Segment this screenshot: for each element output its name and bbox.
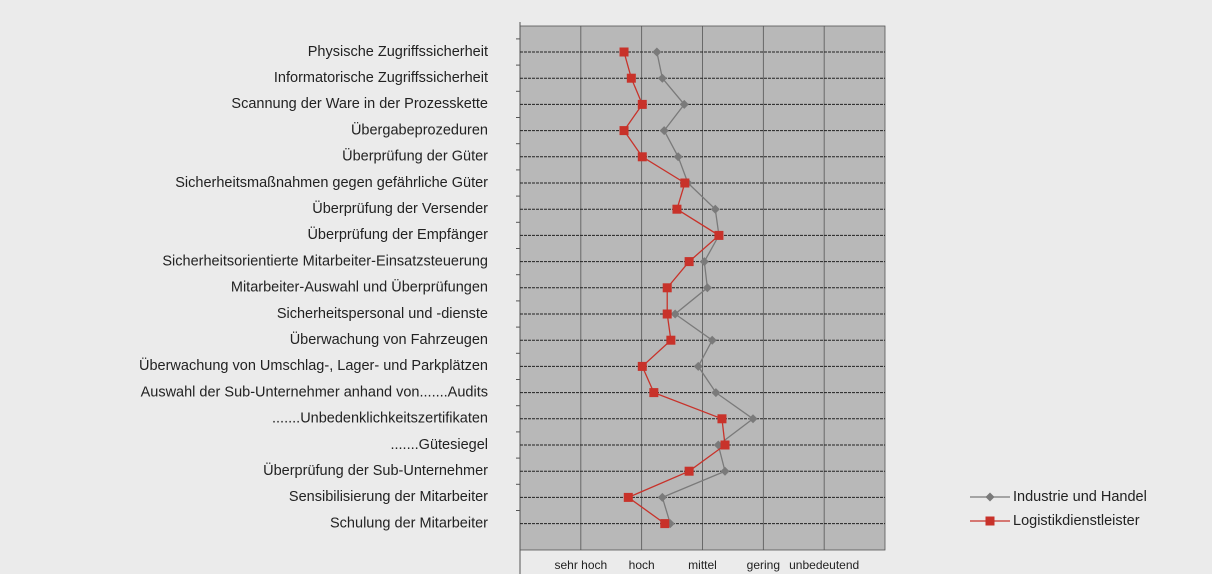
marker <box>702 283 712 293</box>
marker <box>680 178 690 188</box>
y-tick-label: Informatorische Zugriffssicherheit <box>274 70 488 86</box>
x-tick-label: mittel <box>688 558 717 572</box>
y-tick-label: Überprüfung der Güter <box>342 147 488 165</box>
legend-marker <box>985 516 995 526</box>
y-tick-label: Sicherheitsmaßnahmen gegen gefährliche G… <box>175 175 488 191</box>
marker <box>657 73 667 83</box>
marker <box>626 73 636 83</box>
marker <box>637 152 647 162</box>
x-tick-label: hoch <box>629 558 655 572</box>
marker <box>637 99 647 109</box>
marker <box>684 466 694 476</box>
marker <box>684 257 694 267</box>
marker <box>699 257 709 267</box>
marker <box>649 388 659 398</box>
marker <box>717 414 727 424</box>
marker <box>619 126 629 136</box>
y-tick-label: Sicherheitspersonal und -dienste <box>277 306 488 322</box>
x-tick-label: unbedeutend <box>789 558 859 572</box>
legend-label: Industrie und Handel <box>1013 489 1147 505</box>
y-tick-label: Überprüfung der Versender <box>312 199 488 217</box>
y-tick-label: Mitarbeiter-Auswahl und Überprüfungen <box>231 278 488 296</box>
marker <box>660 519 670 529</box>
marker <box>720 466 730 476</box>
y-tick-label: Sensibilisierung der Mitarbeiter <box>289 489 488 505</box>
marker <box>623 492 633 502</box>
y-tick-label: Physische Zugriffssicherheit <box>308 44 488 60</box>
y-tick-label: Sicherheitsorientierte Mitarbeiter-Einsa… <box>162 253 488 269</box>
marker <box>711 388 721 398</box>
marker <box>670 309 680 319</box>
y-tick-label: Scannung der Ware in der Prozesskette <box>231 96 488 112</box>
y-tick-label: Überprüfung der Empfänger <box>307 225 488 243</box>
x-tick-label: sehr hoch <box>554 558 607 572</box>
marker <box>619 47 629 57</box>
legend-marker <box>985 492 995 502</box>
marker <box>714 230 724 240</box>
marker <box>672 204 682 214</box>
marker <box>662 309 672 319</box>
marker <box>659 126 669 136</box>
y-tick-label: Überwachung von Umschlag-, Lager- und Pa… <box>139 356 488 374</box>
x-tick-label: gering <box>747 558 780 572</box>
y-tick-label: .......Gütesiegel <box>390 437 488 453</box>
y-tick-label: .......Unbedenklichkeitszertifikaten <box>272 411 488 427</box>
y-tick-label: Überwachung von Fahrzeugen <box>290 330 488 348</box>
marker <box>679 99 689 109</box>
y-tick-label: Schulung der Mitarbeiter <box>330 515 488 531</box>
marker <box>707 335 717 345</box>
marker <box>673 152 683 162</box>
legend-label: Logistikdienstleister <box>1013 513 1140 529</box>
y-tick-label: Übergabeprozeduren <box>351 120 488 138</box>
y-tick-label: Überprüfung der Sub-Unternehmer <box>263 461 488 479</box>
marker <box>693 361 703 371</box>
marker <box>710 204 720 214</box>
marker <box>637 361 647 371</box>
y-tick-label: Auswahl der Sub-Unternehmer anhand von..… <box>141 384 488 400</box>
marker <box>657 492 667 502</box>
marker <box>662 283 672 293</box>
marker <box>748 414 758 424</box>
marker <box>720 440 730 450</box>
marker <box>652 47 662 57</box>
marker <box>666 335 676 345</box>
